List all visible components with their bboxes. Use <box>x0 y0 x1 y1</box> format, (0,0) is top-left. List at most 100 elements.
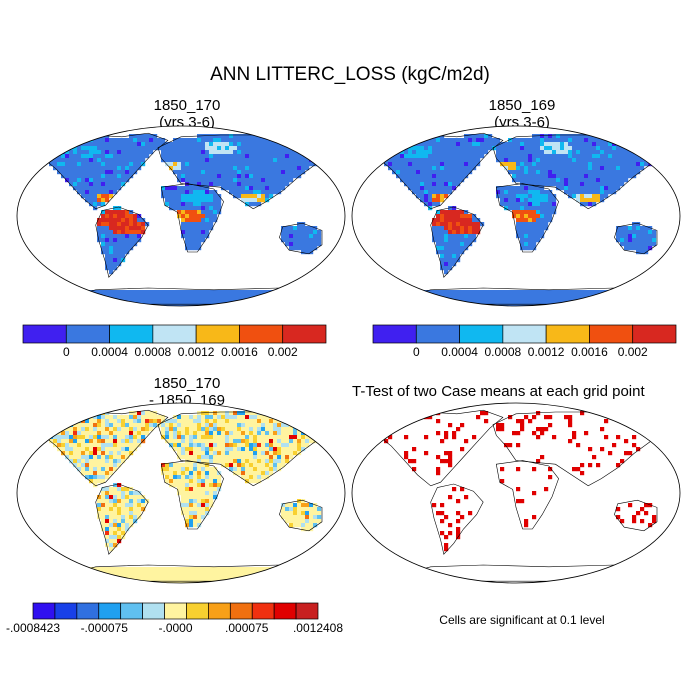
grid-cell <box>113 150 118 155</box>
grid-cell <box>49 415 54 420</box>
grid-cell <box>125 491 130 496</box>
grid-cell <box>117 158 122 163</box>
grid-cell <box>293 174 298 179</box>
grid-cell <box>213 483 218 488</box>
grid-cell <box>305 507 310 512</box>
grid-cell <box>532 186 537 191</box>
grid-cell <box>69 154 74 159</box>
grid-cell <box>632 226 637 231</box>
grid-cell <box>121 519 126 524</box>
grid-cell <box>197 471 202 476</box>
coastline-southamerica <box>430 483 484 555</box>
grid-cell <box>520 230 525 235</box>
grid-cell <box>552 210 557 215</box>
grid-cell <box>616 298 621 303</box>
grid-cell <box>89 146 94 151</box>
grid-cell <box>628 503 633 508</box>
grid-cell <box>600 154 605 159</box>
grid-cell <box>193 230 198 235</box>
grid-cell <box>181 507 186 512</box>
grid-cell <box>640 302 645 306</box>
grid-cell <box>137 511 142 516</box>
grid-cell <box>217 134 222 139</box>
grid-cell <box>141 226 146 231</box>
grid-cell <box>185 447 190 452</box>
grid-cell <box>552 138 557 143</box>
grid-cell <box>109 419 114 424</box>
grid-cell <box>61 419 66 424</box>
grid-cell <box>297 138 302 143</box>
grid-cell <box>596 182 601 187</box>
grid-cell <box>189 507 194 512</box>
grid-cell <box>193 575 198 580</box>
grid-cell <box>317 230 322 235</box>
grid-cell <box>49 431 54 436</box>
grid-cell <box>616 170 621 175</box>
grid-cell <box>169 439 174 444</box>
grid-cell <box>301 419 306 424</box>
grid-cell <box>85 298 90 303</box>
grid-cell <box>85 182 90 187</box>
grid-cell <box>436 138 441 143</box>
grid-cell <box>289 439 294 444</box>
grid-cell <box>125 443 130 448</box>
grid-cell <box>313 142 318 147</box>
grid-cell <box>217 198 222 203</box>
grid-cell <box>412 467 417 472</box>
grid-cell <box>213 451 218 456</box>
grid-cell <box>636 158 641 163</box>
grid-cell <box>301 443 306 448</box>
grid-cell <box>305 523 310 528</box>
grid-cell <box>289 242 294 247</box>
grid-cell <box>201 138 206 143</box>
grid-cell <box>460 234 465 239</box>
grid-cell <box>584 138 589 143</box>
grid-cell <box>61 298 66 303</box>
grid-cell <box>169 427 174 432</box>
grid-cell <box>504 290 509 295</box>
grid-cell <box>177 166 182 171</box>
grid-cell <box>73 459 78 464</box>
grid-cell <box>273 166 278 171</box>
grid-cell <box>129 214 134 219</box>
coastline-southamerica <box>430 206 484 278</box>
grid-cell <box>448 294 453 299</box>
grid-cell <box>137 234 142 239</box>
grid-cell <box>217 202 222 207</box>
grid-cell <box>253 158 258 163</box>
grid-cell <box>293 230 298 235</box>
grid-cell <box>520 423 525 428</box>
grid-cell <box>628 142 633 147</box>
grid-cell <box>464 298 469 303</box>
grid-cell <box>285 234 290 239</box>
grid-cell <box>117 250 122 255</box>
grid-cell <box>121 459 126 464</box>
grid-cell <box>588 447 593 452</box>
grid-cell <box>584 431 589 436</box>
grid-cell <box>520 190 525 195</box>
grid-cell <box>261 158 266 163</box>
grid-cell <box>201 298 206 303</box>
colorbar-tick-label: 0.0016 <box>571 345 608 359</box>
grid-cell <box>504 142 509 147</box>
grid-cell <box>197 150 202 155</box>
grid-cell <box>568 302 573 306</box>
grid-cell <box>97 222 102 227</box>
grid-cell <box>265 290 270 295</box>
grid-cell <box>568 150 573 155</box>
grid-cell <box>205 182 210 187</box>
grid-cell <box>548 198 553 203</box>
grid-cell <box>105 218 110 223</box>
grid-cell <box>460 226 465 231</box>
grid-cell <box>412 170 417 175</box>
grid-cell <box>61 579 66 583</box>
grid-cell <box>520 290 525 295</box>
grid-cell <box>285 150 290 155</box>
grid-cell <box>205 202 210 207</box>
grid-cell <box>141 423 146 428</box>
grid-cell <box>508 202 513 207</box>
grid-cell <box>472 134 477 139</box>
grid-cell <box>229 170 234 175</box>
grid-cell <box>225 150 230 155</box>
grid-cell <box>564 190 569 195</box>
